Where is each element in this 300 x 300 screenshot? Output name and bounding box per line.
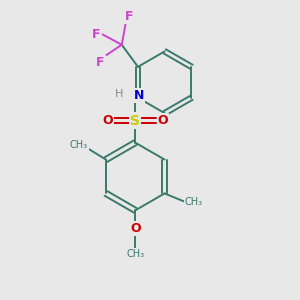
Text: N: N xyxy=(134,89,144,102)
Text: O: O xyxy=(130,222,141,235)
Text: CH₃: CH₃ xyxy=(185,197,203,207)
Text: F: F xyxy=(96,56,105,69)
Text: F: F xyxy=(125,10,134,23)
Text: O: O xyxy=(102,114,113,127)
Text: O: O xyxy=(158,114,168,127)
Text: H: H xyxy=(115,89,123,99)
Text: S: S xyxy=(130,114,140,128)
Text: F: F xyxy=(92,28,100,41)
Text: CH₃: CH₃ xyxy=(126,249,144,259)
Text: CH₃: CH₃ xyxy=(70,140,88,150)
